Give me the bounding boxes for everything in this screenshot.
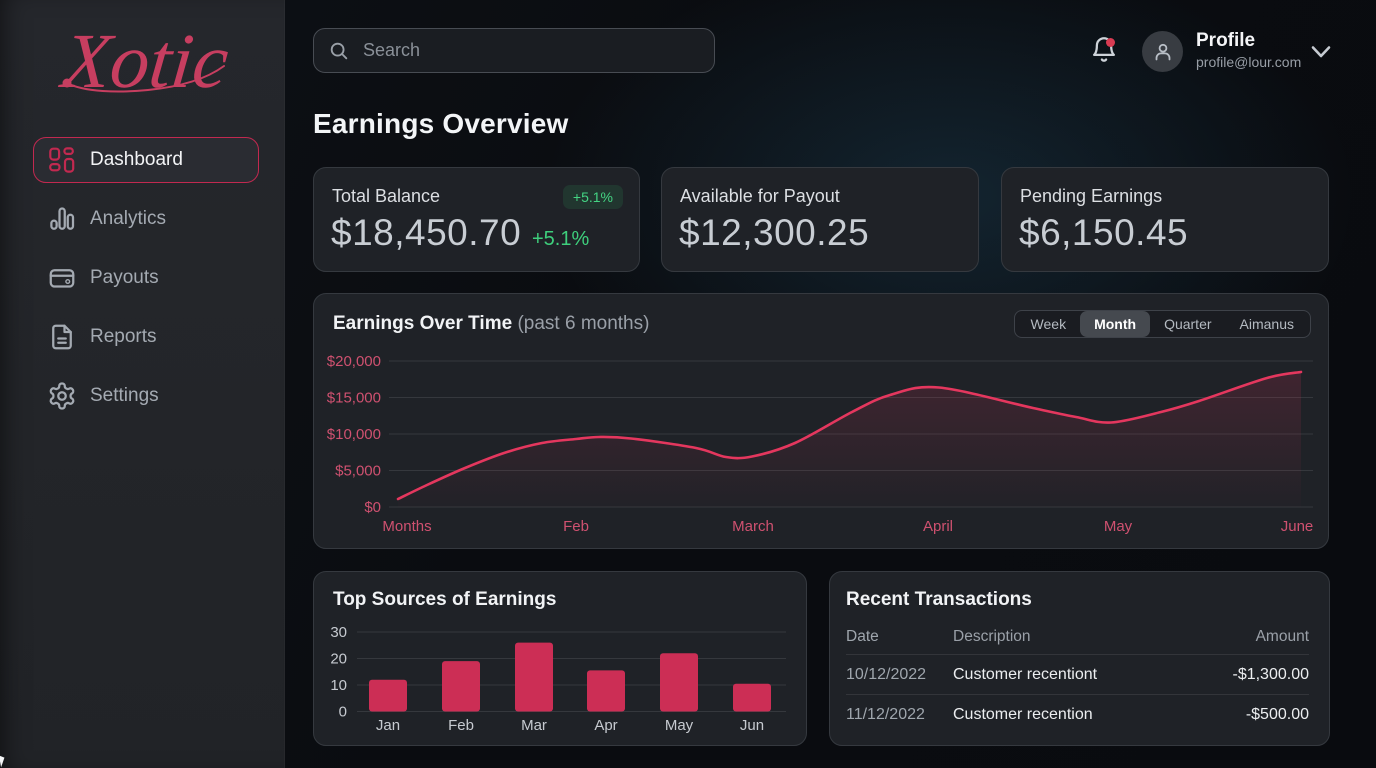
- svg-text:March: March: [732, 518, 774, 535]
- svg-text:May: May: [665, 717, 694, 734]
- svg-text:April: April: [923, 518, 953, 535]
- svg-text:$20,000: $20,000: [327, 353, 381, 370]
- svg-text:10: 10: [330, 677, 347, 694]
- svg-text:Months: Months: [382, 518, 431, 535]
- svg-text:$10,000: $10,000: [327, 426, 381, 443]
- svg-text:June: June: [1281, 518, 1314, 535]
- svg-text:May: May: [1104, 518, 1133, 535]
- svg-text:Feb: Feb: [448, 717, 474, 734]
- svg-text:Jun: Jun: [740, 717, 764, 734]
- svg-text:Apr: Apr: [594, 717, 617, 734]
- svg-text:0: 0: [339, 704, 347, 721]
- svg-text:20: 20: [330, 651, 347, 668]
- svg-text:Jan: Jan: [376, 717, 400, 734]
- svg-text:Feb: Feb: [563, 518, 589, 535]
- svg-text:$5,000: $5,000: [335, 463, 381, 480]
- svg-text:$0: $0: [364, 499, 381, 516]
- svg-text:$15,000: $15,000: [327, 390, 381, 407]
- svg-text:Mar: Mar: [521, 717, 547, 734]
- svg-text:30: 30: [330, 624, 347, 641]
